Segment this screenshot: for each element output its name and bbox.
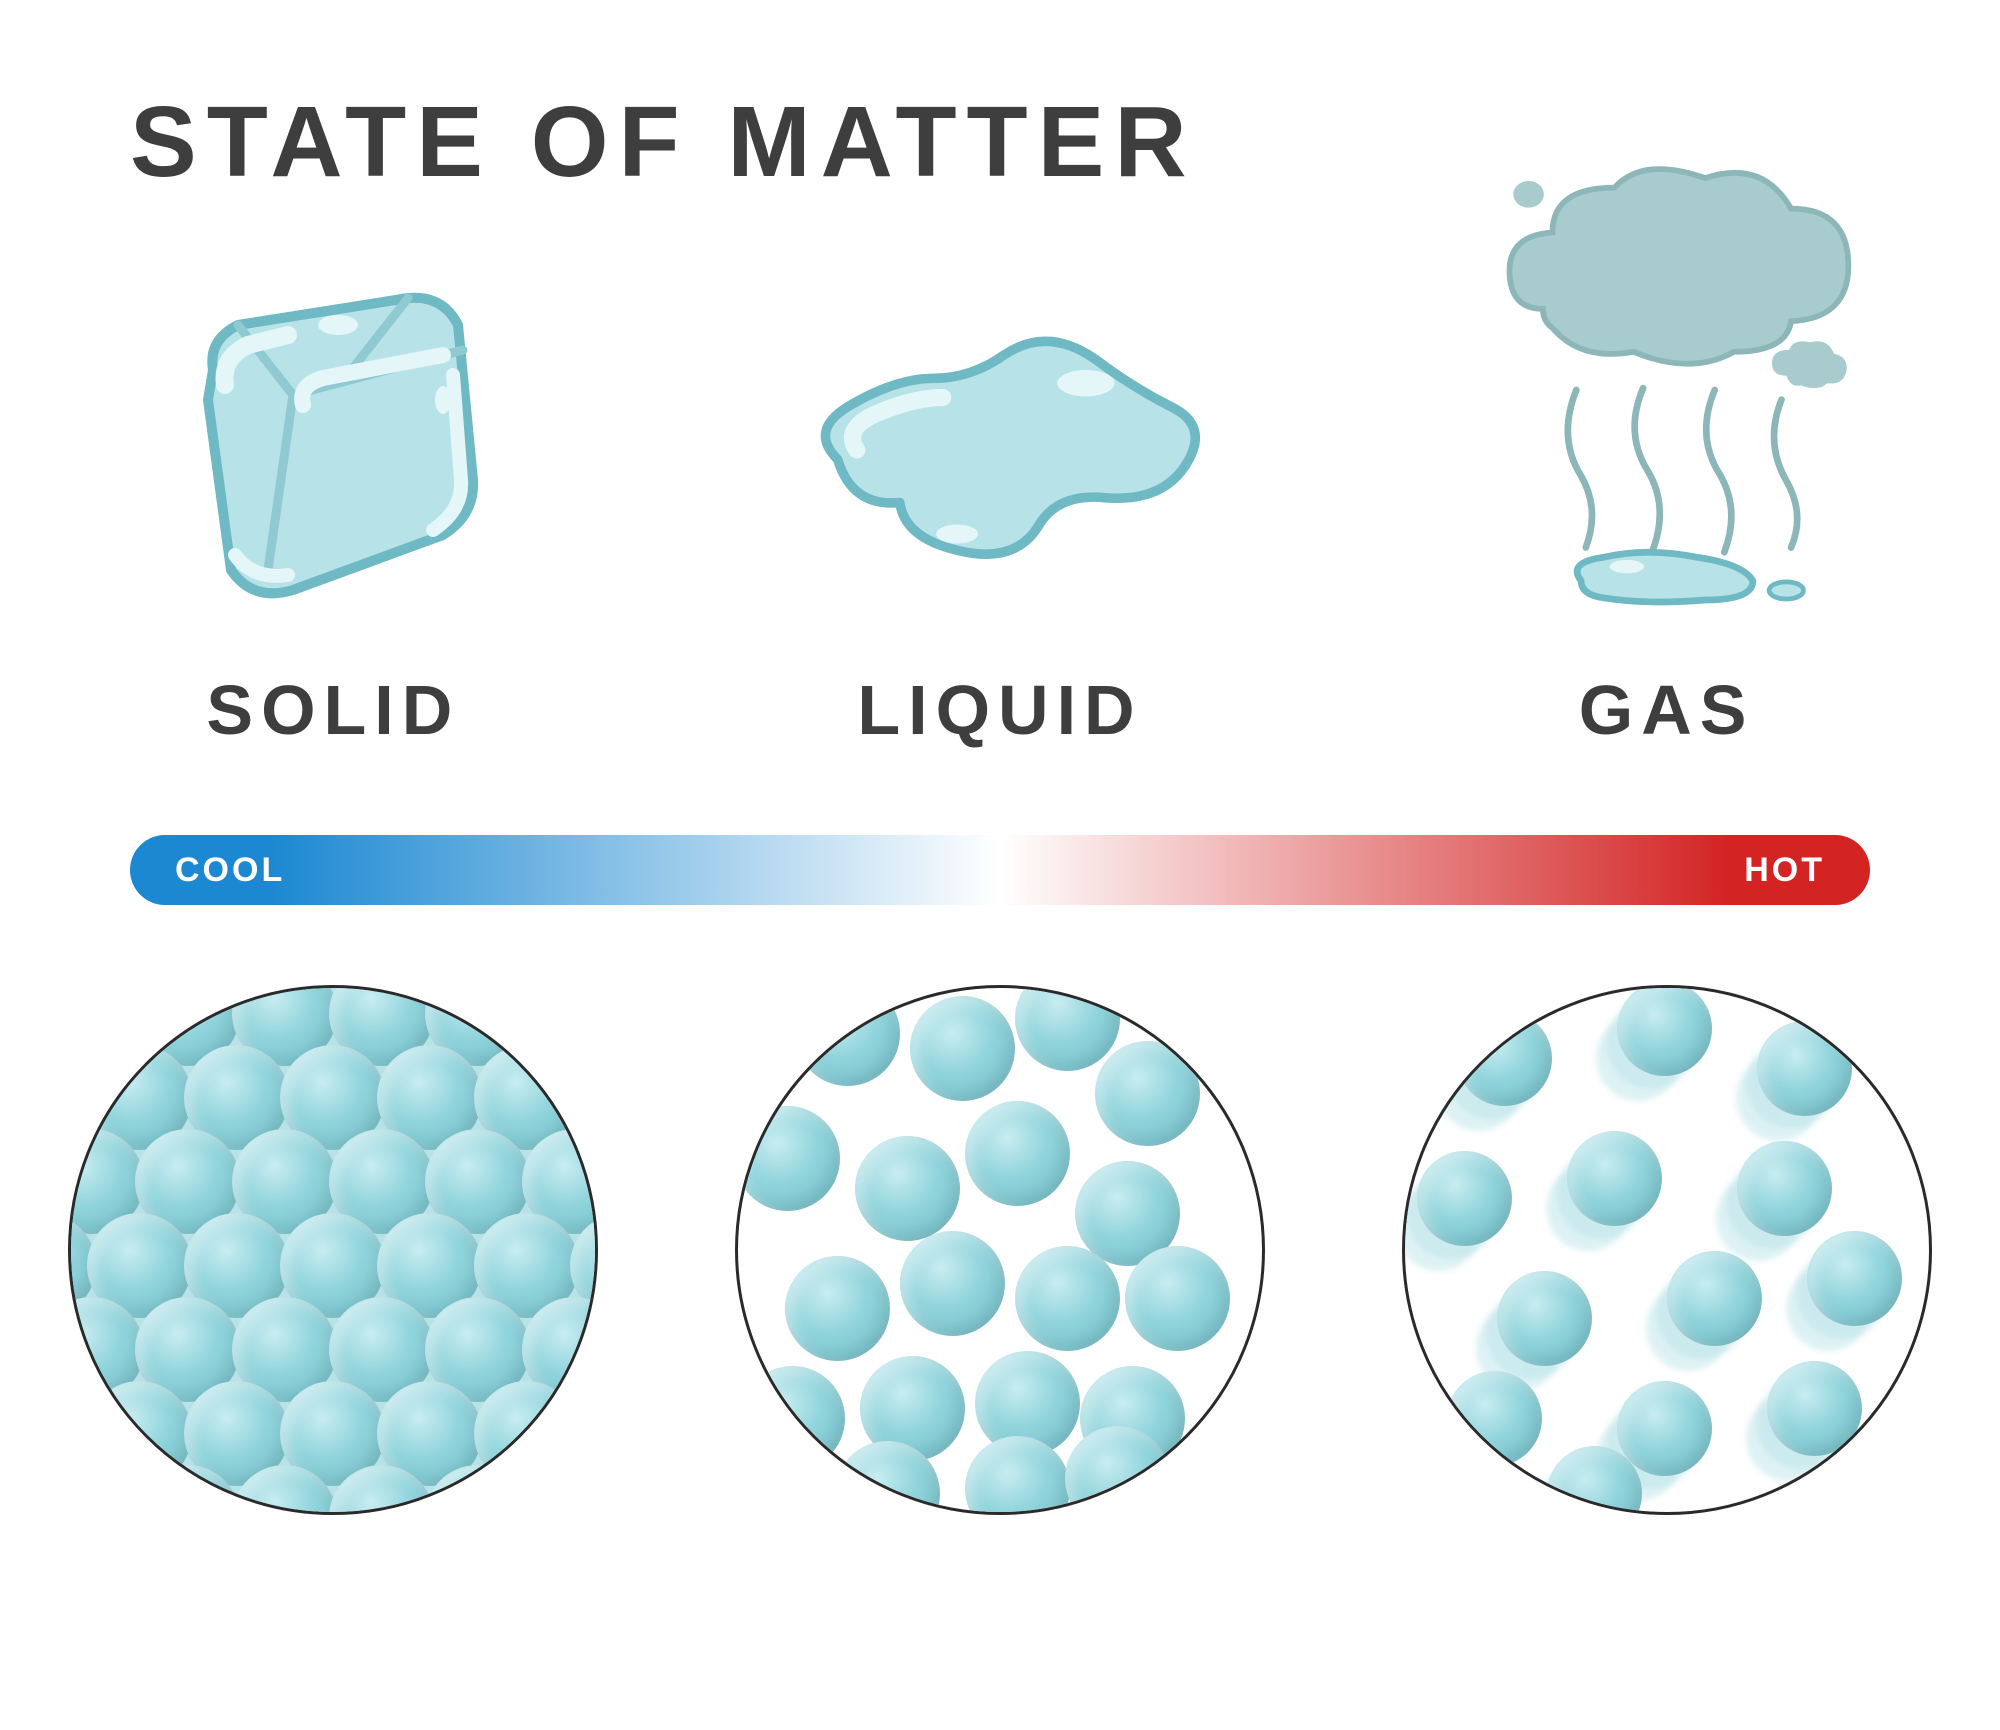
solid-particles-diagram — [68, 985, 598, 1515]
solid-label: SOLID — [206, 670, 460, 750]
gas-cloud-icon — [1457, 150, 1877, 630]
page-title: STATE OF MATTER — [130, 85, 1197, 200]
water-puddle-icon — [790, 270, 1210, 630]
liquid-particles-diagram — [735, 985, 1265, 1515]
gas-label: GAS — [1579, 670, 1755, 750]
cool-label: COOL — [175, 851, 285, 890]
particle-diagrams-row — [0, 985, 2000, 1515]
states-row: SOLID LIQUID — [0, 270, 2000, 750]
state-liquid: LIQUID — [725, 270, 1275, 750]
state-gas: GAS — [1392, 270, 1942, 750]
ice-cube-icon — [123, 270, 543, 630]
temperature-gradient-bar: COOL HOT — [130, 835, 1870, 905]
liquid-label: LIQUID — [857, 670, 1142, 750]
state-solid: SOLID — [58, 270, 608, 750]
hot-label: HOT — [1744, 851, 1825, 890]
gas-particles-diagram — [1402, 985, 1932, 1515]
